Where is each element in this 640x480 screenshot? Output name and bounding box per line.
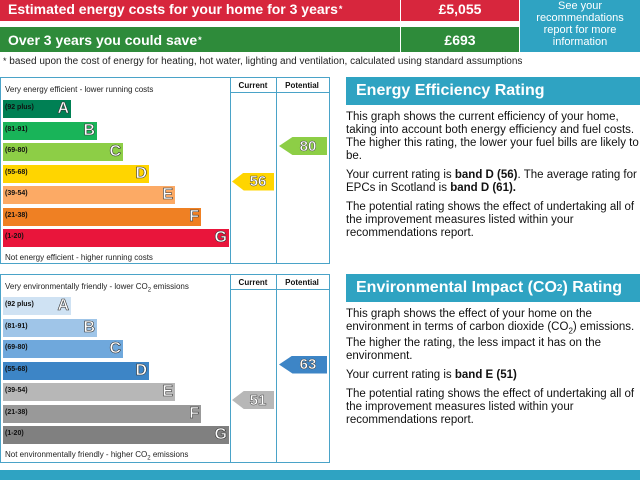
band-range-label: (21-38) xyxy=(5,408,28,416)
cost-footnote: * based upon the cost of energy for heat… xyxy=(3,56,523,67)
divider xyxy=(230,275,231,462)
band-letter: C xyxy=(109,340,121,358)
band-range-label: (21-38) xyxy=(5,211,28,219)
description-paragraph: This graph shows the effect of your home… xyxy=(346,308,635,363)
band-range-label: (39-54) xyxy=(5,190,28,197)
band-d: (55-68) D xyxy=(3,164,149,183)
band-f: (21-38) F xyxy=(3,404,201,423)
band-c: (69-80) C xyxy=(3,143,123,161)
divider xyxy=(276,275,277,462)
band-range-label: (69-80) xyxy=(5,147,28,154)
band-letter: G xyxy=(214,229,227,247)
band-e: (39-54) E xyxy=(3,383,175,401)
current-rating-paragraph: Your current rating is band D (56). The … xyxy=(346,169,637,194)
band-letter: B xyxy=(83,318,95,336)
estimated-costs-row: Estimated energy costs for your home for… xyxy=(0,0,400,21)
band-range-label: (39-54) xyxy=(5,387,28,394)
column-potential-header: Potential xyxy=(285,278,319,287)
band-letter: B xyxy=(83,121,95,139)
environmental-impact-title: Environmental Impact (CO 2) Rating xyxy=(346,274,640,302)
divider xyxy=(276,78,277,263)
band-range-label: (1-20) xyxy=(5,233,24,240)
chart-top-label: Very environmentally friendly - lower CO… xyxy=(5,282,189,294)
band-e: (39-54) E xyxy=(3,186,175,204)
potential-rating-paragraph: The potential rating shows the effect of… xyxy=(346,201,635,239)
band-g: (1-20) G xyxy=(3,426,229,444)
recommendations-note: See your recommendations report for more… xyxy=(520,0,640,52)
band-letter: A xyxy=(57,297,69,315)
estimated-costs-value: £5,055 xyxy=(401,0,519,21)
chart-bottom-label: Not environmentally friendly - higher CO… xyxy=(5,450,189,462)
band-range-label: (1-20) xyxy=(5,430,24,437)
band-range-label: (92 plus) xyxy=(5,301,34,308)
divider xyxy=(230,78,231,263)
band-letter: F xyxy=(189,404,199,422)
next-section-header xyxy=(0,470,640,480)
band-range-label: (81-91) xyxy=(5,125,28,133)
current-rating-arrow: 56 xyxy=(232,172,274,191)
band-range-label: (81-91) xyxy=(5,322,28,330)
band-range-label: (55-68) xyxy=(5,168,28,176)
potential-savings-row: Over 3 years you could save * xyxy=(0,27,400,52)
band-range-label: (69-80) xyxy=(5,344,28,351)
band-letter: G xyxy=(214,426,227,444)
band-letter: F xyxy=(189,207,199,225)
column-current-header: Current xyxy=(238,81,268,90)
potential-savings-value: £693 xyxy=(401,27,519,52)
potential-rating-arrow: 80 xyxy=(279,137,327,155)
energy-efficiency-description: This graph shows the current efficiency … xyxy=(346,111,640,246)
divider xyxy=(230,92,329,93)
estimated-costs-label: Estimated energy costs for your home for… xyxy=(8,0,338,17)
band-g: (1-20) G xyxy=(3,229,229,247)
band-b: (81-91) B xyxy=(3,318,97,337)
environmental-impact-chart: Very environmentally friendly - lower CO… xyxy=(0,274,330,463)
potential-rating-arrow: 63 xyxy=(279,355,327,374)
environmental-impact-description: This graph shows the effect of your home… xyxy=(346,308,640,433)
divider xyxy=(230,289,329,290)
band-range-label: (92 plus) xyxy=(5,104,34,111)
band-f: (21-38) F xyxy=(3,207,201,226)
column-current-header: Current xyxy=(238,278,268,287)
band-letter: E xyxy=(162,186,173,204)
band-a: (92 plus) A xyxy=(3,100,71,118)
current-rating-arrow: 51 xyxy=(232,391,274,409)
band-range-label: (55-68) xyxy=(5,365,28,373)
chart-top-label: Very energy efficient - lower running co… xyxy=(5,85,154,94)
band-c: (69-80) C xyxy=(3,340,123,358)
description-paragraph: This graph shows the current efficiency … xyxy=(346,111,639,162)
energy-efficiency-title: Energy Efficiency Rating xyxy=(346,77,640,105)
band-d: (55-68) D xyxy=(3,361,149,380)
band-a: (92 plus) A xyxy=(3,297,71,315)
current-rating-paragraph: Your current rating is band E (51) xyxy=(346,369,517,382)
chart-bottom-label: Not energy efficient - higher running co… xyxy=(5,253,153,262)
column-potential-header: Potential xyxy=(285,81,319,90)
energy-efficiency-chart: Very energy efficient - lower running co… xyxy=(0,77,330,264)
potential-savings-label: Over 3 years you could save xyxy=(8,31,198,48)
band-b: (81-91) B xyxy=(3,121,97,140)
band-letter: E xyxy=(162,383,173,401)
band-letter: A xyxy=(57,100,69,118)
band-letter: C xyxy=(109,143,121,161)
band-letter: D xyxy=(135,361,147,379)
band-letter: D xyxy=(135,164,147,182)
potential-rating-paragraph: The potential rating shows the effect of… xyxy=(346,388,635,427)
